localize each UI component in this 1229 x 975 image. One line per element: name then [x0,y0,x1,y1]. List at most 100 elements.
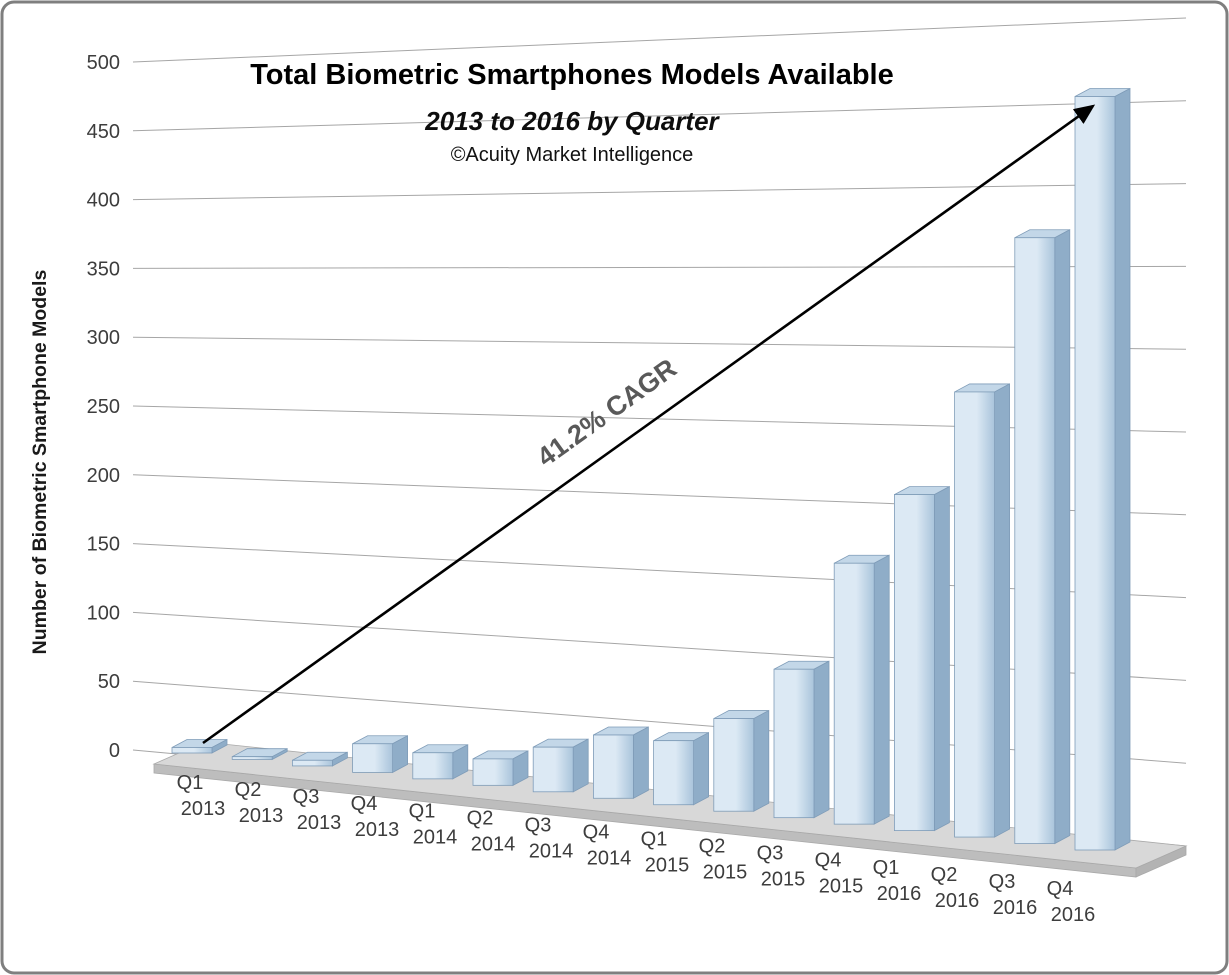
svg-text:2015: 2015 [703,862,748,884]
bar [291,751,348,767]
y-tick-label: 50 [98,671,120,693]
bar [472,750,529,786]
x-category-label: Q2 2014 [467,807,516,855]
svg-text:Q2: Q2 [931,864,958,886]
bar-front-face [713,718,755,812]
y-tick-label: 200 [87,465,120,487]
svg-text:2013: 2013 [181,798,226,820]
x-category-label: Q1 2013 [177,772,226,820]
bar-front-face [653,740,694,806]
bar [773,660,830,819]
x-category-label: Q3 2015 [757,843,806,891]
svg-text:Q1: Q1 [409,800,436,822]
svg-text:Q1: Q1 [873,857,900,879]
gridline [132,543,1187,599]
svg-text:2013: 2013 [355,819,400,841]
svg-text:2014: 2014 [587,847,632,869]
svg-text:2015: 2015 [645,855,690,877]
x-category-label: Q1 2015 [641,829,690,877]
bar-side-face [873,554,890,825]
x-category-label: Q3 2016 [989,871,1038,919]
gridline [132,17,1187,63]
gridline [132,680,1187,764]
y-tick-label: 350 [87,258,120,280]
x-category-label: Q4 2016 [1047,878,1096,926]
gridline [132,265,1187,269]
bars [171,87,1131,851]
x-category-label: Q2 2013 [235,779,284,827]
bar [593,726,649,799]
x-category-label: Q2 2015 [699,836,748,884]
gridline [132,474,1187,516]
x-category-label: Q1 2016 [873,857,922,905]
bar-front-face [773,668,815,819]
y-tick-label: 0 [109,740,120,762]
bar [171,738,228,754]
svg-text:2015: 2015 [761,869,806,891]
bar-front-face [593,734,634,799]
gridline [132,183,1187,201]
x-category-label: Q4 2013 [351,793,400,841]
svg-text:Q2: Q2 [699,836,726,858]
cagr-arrow [202,104,1096,745]
bar [894,485,950,832]
x-category-label: Q3 2014 [525,814,574,862]
bar [1074,87,1131,851]
svg-text:Q4: Q4 [1047,878,1074,900]
bar-front-face [231,756,273,760]
bar-front-face [954,391,995,838]
y-tick-label: 450 [87,121,120,143]
svg-text:Q3: Q3 [757,843,784,865]
bar [653,732,709,806]
y-tick-label: 500 [87,52,120,74]
chart-title: Total Biometric Smartphones Models Avail… [250,59,894,91]
x-category-label: Q2 2016 [931,864,980,912]
bar [713,709,770,812]
y-axis-ticks: 0 50 100 150 200 250 300 350 400 450 500 [87,52,120,762]
chart-subtitle: 2013 to 2016 by Quarter [424,106,720,136]
x-category-label: Q3 2013 [293,786,342,834]
bar-front-face [894,494,935,832]
svg-text:Q3: Q3 [989,871,1016,893]
x-category-label: Q4 2015 [815,850,864,898]
bar [1014,229,1071,845]
gridline [132,336,1187,350]
svg-text:Q1: Q1 [641,829,668,851]
y-tick-label: 100 [87,602,120,624]
bar [954,383,1010,838]
y-axis-title: Number of Biometric Smartphone Models [29,270,51,655]
svg-text:Q4: Q4 [583,821,610,843]
svg-text:Q2: Q2 [467,807,494,829]
svg-text:Q2: Q2 [235,779,262,801]
svg-text:2014: 2014 [529,840,574,862]
bar-side-face [1114,87,1131,851]
svg-text:2014: 2014 [413,826,458,848]
bar-front-face [1074,96,1116,851]
gridline [132,611,1187,681]
x-axis-labels: Q1 2013 Q2 2013 Q3 2013 Q4 2013 Q1 2014 Q2 2014 Q3 20… [177,772,1096,926]
bar [412,744,469,780]
y-tick-label: 300 [87,327,120,349]
svg-text:Q3: Q3 [525,814,552,836]
svg-text:Q4: Q4 [351,793,378,815]
svg-text:2014: 2014 [471,833,516,855]
svg-text:Q4: Q4 [815,850,842,872]
bar-front-face [352,743,394,773]
svg-text:2013: 2013 [239,805,284,827]
bar-front-face [1014,237,1056,844]
bar-side-face [994,383,1010,838]
svg-text:Q1: Q1 [177,772,204,794]
gridline [132,405,1187,433]
svg-text:2016: 2016 [935,890,980,912]
bar [833,554,890,825]
bar-front-face [291,759,333,767]
bar-side-face [633,726,649,799]
bar-front-face [532,746,574,793]
svg-text:Q3: Q3 [293,786,320,808]
svg-text:2016: 2016 [993,897,1038,919]
chart-attribution: ©Acuity Market Intelligence [451,144,694,166]
